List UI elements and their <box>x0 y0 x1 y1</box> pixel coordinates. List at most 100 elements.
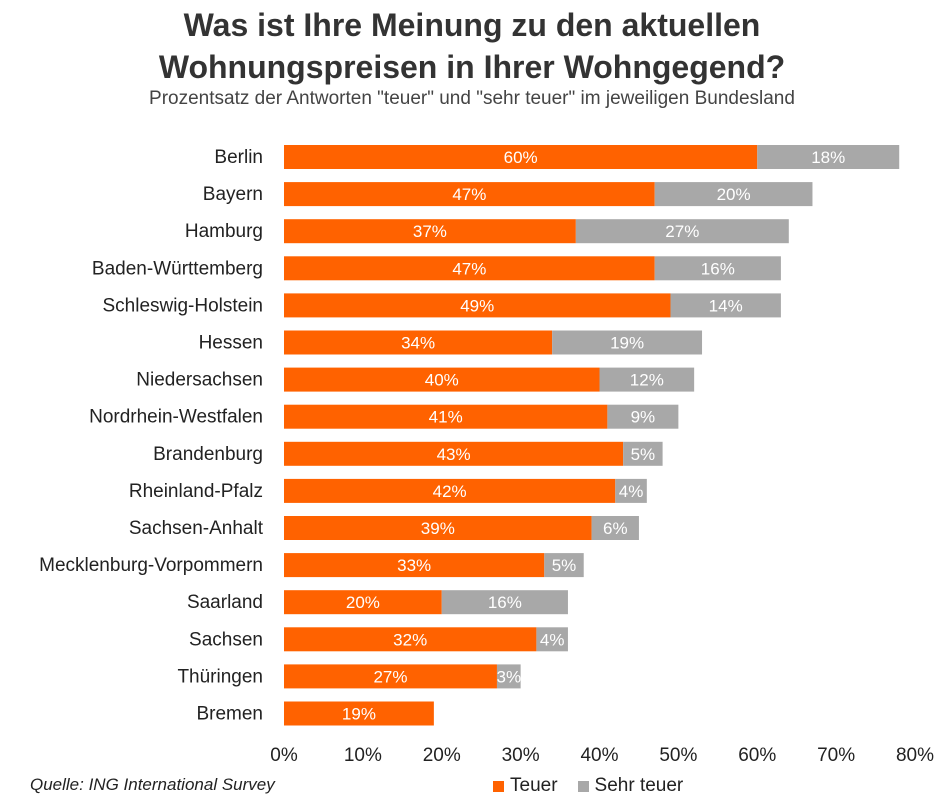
bar-teuer-hamburg <box>284 219 576 244</box>
data-label-sehr-teuer-hessen: 19% <box>610 334 644 353</box>
category-label-saarland: Saarland <box>187 592 263 613</box>
category-label-baden-wurttemberg: Baden-Württemberg <box>92 258 263 279</box>
chart-subtitle: Prozentsatz der Antworten "teuer" und "s… <box>149 88 795 109</box>
data-label-teuer-sachsen: 32% <box>393 630 427 649</box>
data-label-sehr-teuer-rheinland-pfalz: 4% <box>619 482 644 501</box>
x-tick-label-20: 20% <box>423 745 461 766</box>
data-label-sehr-teuer-sachsen-anhalt: 6% <box>603 519 628 538</box>
bar-teuer-rheinland-pfalz <box>284 478 616 503</box>
legend-item-teuer: Teuer <box>493 775 558 797</box>
bar-teuer-hessen <box>284 330 553 355</box>
category-label-hamburg: Hamburg <box>185 221 263 242</box>
category-label-berlin: Berlin <box>214 147 263 168</box>
bar-sehr-teuer-sachsen-anhalt <box>591 516 639 540</box>
data-label-teuer-bayern: 47% <box>452 185 486 204</box>
bar-teuer-brandenburg <box>284 441 624 466</box>
bar-sehr-teuer-saarland <box>441 590 568 615</box>
category-label-rheinland-pfalz: Rheinland-Pfalz <box>129 481 263 502</box>
bar-teuer-baden-wurttemberg <box>284 256 655 281</box>
bar-sehr-teuer-hamburg <box>575 219 789 244</box>
category-label-sachsen-anhalt: Sachsen-Anhalt <box>129 518 264 539</box>
category-label-bayern: Bayern <box>203 184 263 205</box>
category-label-brandenburg: Brandenburg <box>153 444 263 465</box>
legend-label-teuer: Teuer <box>510 775 558 796</box>
x-tick-label-10: 10% <box>344 745 382 766</box>
legend-label-sehr-teuer: Sehr teuer <box>594 775 684 796</box>
bar-sehr-teuer-berlin <box>757 145 900 169</box>
bar-sehr-teuer-schleswig-holstein <box>670 293 781 318</box>
data-label-sehr-teuer-niedersachsen: 12% <box>630 371 664 390</box>
data-label-sehr-teuer-baden-wurttemberg: 16% <box>701 259 735 278</box>
data-label-teuer-baden-wurttemberg: 47% <box>452 259 486 278</box>
x-tick-label-40: 40% <box>580 745 618 766</box>
bar-teuer-berlin <box>284 145 758 169</box>
data-label-sehr-teuer-bayern: 20% <box>717 185 751 204</box>
data-label-teuer-bremen: 19% <box>342 705 376 724</box>
legend-item-sehr-teuer: Sehr teuer <box>577 775 684 797</box>
x-tick-label-50: 50% <box>659 745 697 766</box>
category-label-sachsen: Sachsen <box>189 629 263 650</box>
category-label-niedersachsen: Niedersachsen <box>136 370 263 391</box>
data-label-sehr-teuer-thuringen: 3% <box>497 667 522 686</box>
data-label-sehr-teuer-nordrhein-westfalen: 9% <box>631 408 656 427</box>
data-label-sehr-teuer-saarland: 16% <box>488 593 522 612</box>
data-label-teuer-thuringen: 27% <box>373 667 407 686</box>
bar-teuer-sachsen <box>284 627 537 652</box>
data-label-teuer-saarland: 20% <box>346 593 380 612</box>
data-label-sehr-teuer-mecklenburg-vorpommern: 5% <box>552 556 577 575</box>
bar-teuer-saarland <box>284 590 442 615</box>
bar-sehr-teuer-nordrhein-westfalen <box>607 404 679 429</box>
data-label-teuer-sachsen-anhalt: 39% <box>421 519 455 538</box>
bar-teuer-bremen <box>284 701 434 726</box>
category-label-thuringen: Thüringen <box>177 666 263 687</box>
data-label-sehr-teuer-sachsen: 4% <box>540 630 565 649</box>
data-label-teuer-mecklenburg-vorpommern: 33% <box>397 556 431 575</box>
bar-sehr-teuer-sachsen <box>536 627 568 652</box>
bar-sehr-teuer-thuringen <box>496 664 521 689</box>
chart-title-line-2: Wohnungspreisen in Ihrer Wohngegend? <box>158 49 786 85</box>
category-label-nordrhein-westfalen: Nordrhein-Westfalen <box>89 407 263 428</box>
x-tick-label-0: 0% <box>270 745 298 766</box>
category-label-schleswig-holstein: Schleswig-Holstein <box>102 295 263 316</box>
category-label-bremen: Bremen <box>196 704 263 725</box>
data-label-teuer-rheinland-pfalz: 42% <box>433 482 467 501</box>
bar-sehr-teuer-hessen <box>552 330 703 355</box>
x-tick-label-60: 60% <box>738 745 776 766</box>
data-label-teuer-hamburg: 37% <box>413 222 447 241</box>
data-label-sehr-teuer-schleswig-holstein: 14% <box>709 296 743 315</box>
legend-swatch-teuer <box>493 780 504 792</box>
bar-sehr-teuer-niedersachsen <box>599 367 695 392</box>
source-note: Quelle: ING International Survey <box>30 775 275 794</box>
data-label-sehr-teuer-brandenburg: 5% <box>631 445 656 464</box>
bar-teuer-schleswig-holstein <box>284 293 671 318</box>
x-tick-label-70: 70% <box>817 745 855 766</box>
bar-sehr-teuer-brandenburg <box>623 441 663 466</box>
data-label-teuer-brandenburg: 43% <box>437 445 471 464</box>
bar-sehr-teuer-mecklenburg-vorpommern <box>544 553 584 578</box>
data-label-teuer-berlin: 60% <box>504 148 538 167</box>
bar-teuer-mecklenburg-vorpommern <box>284 553 545 578</box>
data-label-teuer-niedersachsen: 40% <box>425 371 459 390</box>
bar-teuer-sachsen-anhalt <box>284 516 592 540</box>
x-tick-label-30: 30% <box>502 745 540 766</box>
bar-sehr-teuer-baden-wurttemberg <box>654 256 781 281</box>
chart-title-line-1: Was ist Ihre Meinung zu den aktuellen <box>183 7 761 43</box>
bar-sehr-teuer-bayern <box>654 182 813 207</box>
bar-teuer-nordrhein-westfalen <box>284 404 608 429</box>
data-label-teuer-nordrhein-westfalen: 41% <box>429 408 463 427</box>
chart-legend: Teuer Sehr teuer <box>493 775 703 797</box>
bar-teuer-niedersachsen <box>284 367 600 392</box>
data-label-teuer-hessen: 34% <box>401 334 435 353</box>
data-label-sehr-teuer-hamburg: 27% <box>665 222 699 241</box>
legend-swatch-sehr-teuer <box>577 780 589 792</box>
category-label-mecklenburg-vorpommern: Mecklenburg-Vorpommern <box>39 555 263 576</box>
chart-title: Was ist Ihre Meinung zu den aktuellen Wo… <box>0 4 944 88</box>
data-label-sehr-teuer-berlin: 18% <box>811 148 845 167</box>
bar-teuer-thuringen <box>284 664 497 689</box>
bar-sehr-teuer-rheinland-pfalz <box>615 478 647 503</box>
category-label-hessen: Hessen <box>199 333 263 354</box>
bar-teuer-bayern <box>284 182 655 207</box>
x-tick-label-80: 80% <box>896 745 934 766</box>
data-label-teuer-schleswig-holstein: 49% <box>460 296 494 315</box>
